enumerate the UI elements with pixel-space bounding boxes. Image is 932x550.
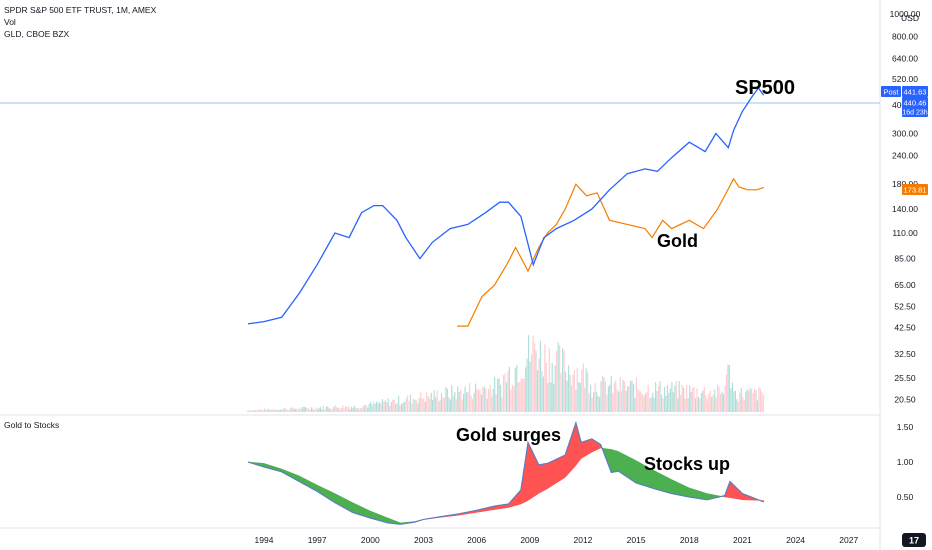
annotation-gold: Gold (657, 231, 698, 251)
gold-price-value: 173.81 (904, 186, 927, 195)
price-tick-label: 85.00 (894, 254, 916, 264)
price-tick-label: 1000.00 (890, 9, 921, 19)
lower-pane-title[interactable]: Gold to Stocks (4, 420, 59, 430)
price-tick-label: 42.50 (894, 322, 916, 332)
ratio-tick-label: 0.50 (897, 492, 914, 502)
time-tick-label: 2009 (520, 535, 539, 545)
annotation-sp500: SP500 (735, 77, 795, 99)
price-tick-label: 640.00 (892, 53, 918, 63)
time-tick-label: 2027 (839, 535, 858, 545)
price-tick-label: 300.00 (892, 129, 918, 139)
last-price-value: 440.46 (904, 99, 927, 108)
price-tick-label: 140.00 (892, 204, 918, 214)
gold-price-badge: 173.81 (902, 184, 928, 195)
volume-legend[interactable]: Vol (4, 17, 16, 27)
time-tick-label: 2015 (627, 535, 646, 545)
price-tick-label: 800.00 (892, 31, 918, 41)
price-axis[interactable]: 1000.00800.00640.00520.00400.00300.00240… (890, 9, 921, 404)
post-badge-label: Post (883, 88, 899, 97)
time-tick-label: 2003 (414, 535, 433, 545)
countdown-value: 16d 23h (902, 110, 927, 117)
post-price-value: 441.63 (904, 88, 927, 97)
time-tick-label: 2012 (573, 535, 592, 545)
time-tick-label: 2006 (467, 535, 486, 545)
ratio-line (247, 420, 764, 525)
currency-label: USD (901, 13, 919, 23)
time-tick-label: 1997 (308, 535, 327, 545)
sp500-series-line (248, 86, 765, 325)
time-tick-label: 2000 (361, 535, 380, 545)
time-tick-label: 2021 (733, 535, 752, 545)
post-badge: Post (881, 86, 901, 97)
gold-series-line (457, 177, 764, 327)
compare-legend[interactable]: GLD, CBOE BZX (4, 29, 70, 39)
symbol-title[interactable]: SPDR S&P 500 ETF TRUST, 1M, AMEX (4, 5, 157, 15)
post-price-badge: 441.63 (902, 86, 928, 97)
annotation-stocks-up: Stocks up (644, 454, 730, 474)
annotation-gold-surges: Gold surges (456, 425, 561, 445)
time-axis[interactable]: 1994 1997 2000 2003 2006 2009 2012 2015 2018 2021… (255, 535, 859, 545)
price-tick-label: 32.50 (894, 349, 916, 359)
price-tick-label: 110.00 (892, 228, 918, 238)
volume-bars (247, 335, 764, 412)
price-tick-label: 20.50 (894, 395, 916, 405)
price-tick-label: 25.50 (894, 373, 916, 383)
ratio-axis[interactable]: 1.50 1.00 0.50 (897, 422, 914, 502)
price-tick-label: 520.00 (892, 74, 918, 84)
price-tick-label: 52.50 (894, 301, 916, 311)
price-tick-label: 65.00 (894, 280, 916, 290)
tradingview-logo[interactable]: 17 (902, 533, 926, 547)
time-tick-label: 2024 (786, 535, 805, 545)
time-tick-label: 1994 (255, 535, 274, 545)
last-price-badge: 440.46 16d 23h (902, 97, 928, 117)
svg-text:17: 17 (909, 536, 919, 546)
price-tick-label: 240.00 (892, 151, 918, 161)
ratio-tick-label: 1.00 (897, 457, 914, 467)
time-tick-label: 2018 (680, 535, 699, 545)
ratio-tick-label: 1.50 (897, 422, 914, 432)
